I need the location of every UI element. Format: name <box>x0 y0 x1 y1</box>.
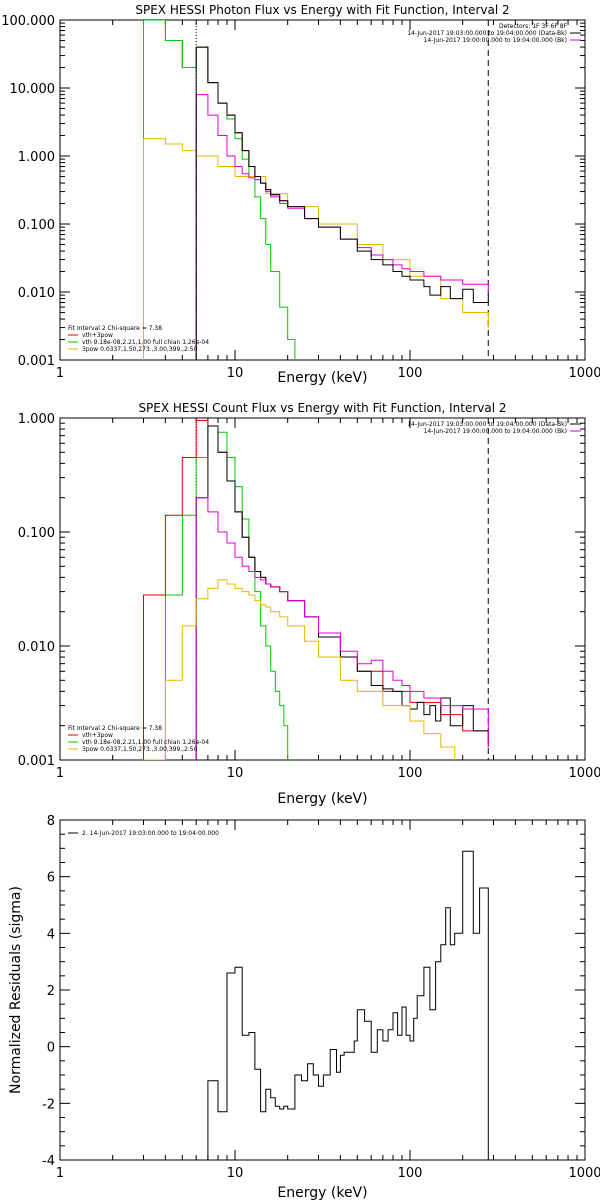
y-tick-label: 0 <box>47 1041 55 1056</box>
x-tick-label: 1000 <box>568 766 600 781</box>
legend-label: vth+3pow <box>82 732 113 739</box>
legend-label: 2. 14-Jun-2017 19:03:00.000 to 19:04:00.… <box>82 830 219 837</box>
y-tick-label: -4 <box>42 1154 55 1169</box>
x-axis-label: Energy (keV) <box>277 791 367 807</box>
series-line <box>195 497 489 760</box>
legend-label: vth 9.18e-08,2.21,1.00 full chian 1.26e-… <box>82 339 209 346</box>
x-tick-label: 100 <box>398 366 423 381</box>
y-axis-label: Normalized Residuals (sigma) <box>8 886 24 1094</box>
info-text: 14-Jun-2017 19:00:00.000 to 19:04:00.000… <box>424 428 567 435</box>
y-tick-label: 2 <box>47 984 55 999</box>
count-flux-chart: SPEX HESSI Count Flux vs Energy with Fit… <box>18 401 600 807</box>
y-tick-label: -2 <box>42 1097 55 1112</box>
x-axis-label: Energy (keV) <box>277 370 367 386</box>
legend: Fit Interval 2 Chi-square = 7.38vth+3pow… <box>68 725 209 753</box>
y-tick-label: 4 <box>47 927 55 942</box>
legend-label: 3pow 0.0337,1.50,273.,3.00,399.,2.50 <box>82 746 198 753</box>
legend-header: Fit Interval 2 Chi-square = 7.38 <box>68 325 162 332</box>
x-tick-label: 100 <box>398 1166 423 1181</box>
x-tick-label: 10 <box>227 766 244 781</box>
series-line <box>195 46 489 360</box>
info-text: 14-Jun-2017 19:03:00.000 to 19:04:00.000… <box>407 421 567 428</box>
plot-frame <box>59 417 586 761</box>
series-line <box>143 420 489 760</box>
info-text: 14-Jun-2017 19:03:00.000 to 19:04:00.000… <box>407 30 567 37</box>
legend: Fit Interval 2 Chi-square = 7.38vth+3pow… <box>68 325 209 353</box>
y-tick-label: 1.000 <box>18 412 55 427</box>
info-text: 14-Jun-2017 19:00:00.000 to 19:04:00.000… <box>424 37 567 44</box>
series-line <box>143 138 489 360</box>
x-tick-label: 1 <box>56 1166 64 1181</box>
chart-title: SPEX HESSI Photon Flux vs Energy with Fi… <box>135 3 509 17</box>
chart-title: SPEX HESSI Count Flux vs Energy with Fit… <box>138 401 506 415</box>
residuals-chart: 1 10 100 1000 8 6 4 2 0 -2 -4 Energy (keV) Normalize… <box>8 814 600 1200</box>
y-tick-label: 1.000 <box>18 150 55 165</box>
y-tick-label: 0.001 <box>18 354 55 369</box>
x-tick-label: 10 <box>227 1166 244 1181</box>
legend-label: vth+3pow <box>82 332 113 339</box>
series-line <box>195 94 489 360</box>
y-tick-label: 6 <box>47 871 55 886</box>
series-line <box>143 20 296 360</box>
y-tick-label: 10.000 <box>10 82 56 97</box>
y-tick-label: 0.010 <box>18 640 55 655</box>
y-tick-label: 0.010 <box>18 286 55 301</box>
y-tick-label: 0.100 <box>18 526 55 541</box>
photon-flux-chart: SPEX HESSI Photon Flux vs Energy with Fi… <box>1 3 600 386</box>
series-line <box>196 850 489 1160</box>
x-tick-label: 10 <box>227 366 244 381</box>
series-line <box>195 425 489 760</box>
x-tick-label: 1000 <box>568 366 600 381</box>
x-tick-label: 1 <box>56 366 64 381</box>
x-tick-label: 1 <box>56 766 64 781</box>
plot-frame <box>59 819 586 1161</box>
y-tick-label: 8 <box>47 814 55 829</box>
y-tick-label: 0.100 <box>18 218 55 233</box>
y-tick-label: 100.000 <box>1 14 55 29</box>
legend-label: vth 9.18e-08,2.21,1.00 full chian 1.26e-… <box>82 739 209 746</box>
plot-frame <box>59 19 586 361</box>
legend-label: 3pow 0.0337,1.50,273.,3.00,399.,2.50 <box>82 346 198 353</box>
y-tick-label: 0.001 <box>18 754 55 769</box>
legend: 2. 14-Jun-2017 19:03:00.000 to 19:04:00.… <box>68 830 219 837</box>
series-line <box>143 425 289 760</box>
x-tick-label: 100 <box>398 766 423 781</box>
legend-header: Fit Interval 2 Chi-square = 7.38 <box>68 725 162 732</box>
x-tick-label: 1000 <box>568 1166 600 1181</box>
info-text: Detectors: 1F 3F 6F 8F <box>499 23 568 30</box>
series-line <box>143 579 456 760</box>
x-axis-label: Energy (keV) <box>277 1185 367 1200</box>
